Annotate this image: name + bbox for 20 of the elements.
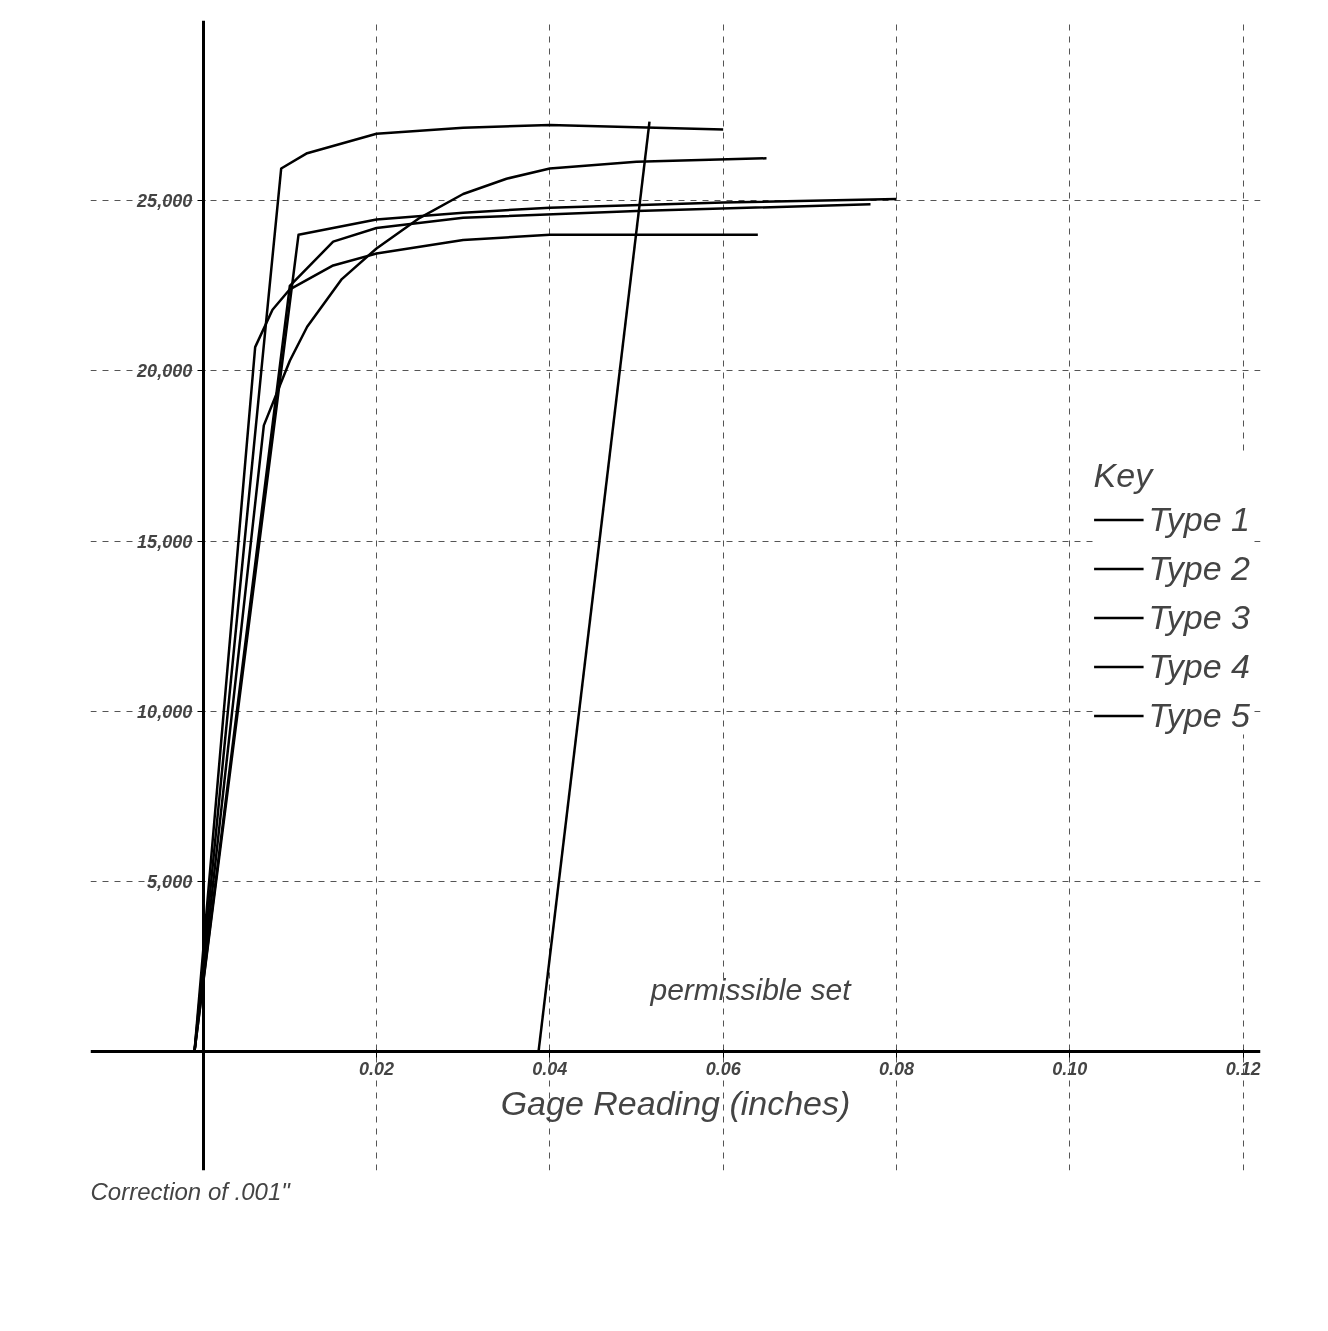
y-tick-label: 25,000 <box>136 191 193 212</box>
x-tick-label: 0.12 <box>1225 1059 1261 1080</box>
legend-title: Key <box>1093 455 1155 495</box>
legend-label: Type 1 <box>1148 499 1250 539</box>
y-tick-label: 10,000 <box>137 701 193 722</box>
y-tick-label: 15,000 <box>137 531 193 552</box>
legend-label: Type 2 <box>1148 548 1250 588</box>
x-tick-label: 0.02 <box>358 1059 395 1080</box>
x-tick-label: 0.04 <box>532 1059 568 1080</box>
y-tick-label: 5,000 <box>147 871 193 892</box>
x-tick-label: 0.08 <box>878 1059 915 1080</box>
x-axis-title: Gage Reading (inches) <box>500 1083 851 1122</box>
legend-label: Type 3 <box>1148 597 1250 637</box>
y-tick-label: 20,000 <box>136 361 193 382</box>
legend-label: Type 5 <box>1148 695 1250 735</box>
x-tick-label: 0.06 <box>705 1059 742 1080</box>
x-tick-label: 0.10 <box>1052 1059 1088 1080</box>
annotation: permissible set <box>649 972 853 1006</box>
text: Correction of .001" <box>90 1177 292 1205</box>
legend-label: Type 4 <box>1148 646 1250 686</box>
